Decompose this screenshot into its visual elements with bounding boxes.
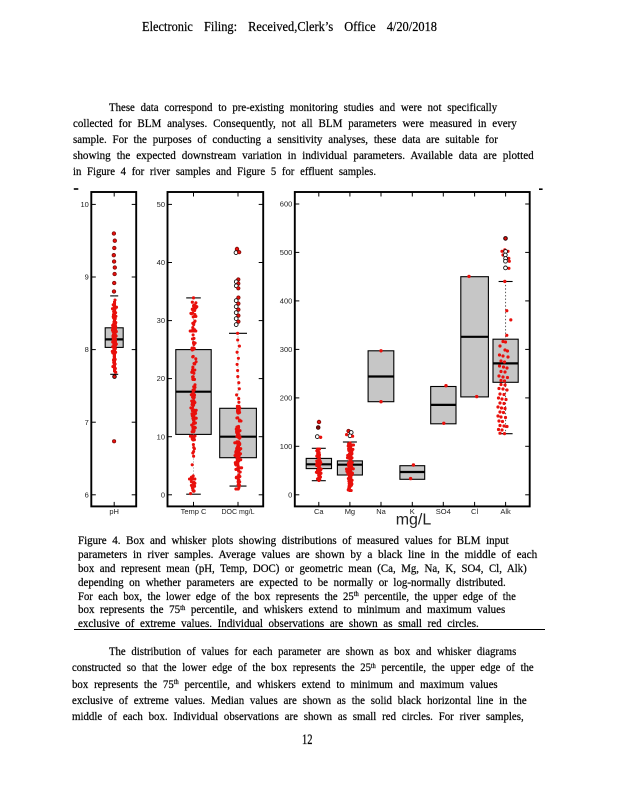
svg-text:Mg: Mg xyxy=(345,507,355,516)
svg-text:400: 400 xyxy=(280,297,293,306)
svg-text:Temp C: Temp C xyxy=(181,507,207,516)
svg-text:8: 8 xyxy=(85,345,89,354)
svg-text:100: 100 xyxy=(280,442,293,451)
svg-text:300: 300 xyxy=(280,345,293,354)
svg-text:10: 10 xyxy=(157,432,165,441)
svg-text:9: 9 xyxy=(85,273,89,282)
svg-text:0: 0 xyxy=(161,490,165,499)
svg-text:pH: pH xyxy=(109,507,119,516)
svg-text:10: 10 xyxy=(80,200,88,209)
svg-text:Cl: Cl xyxy=(471,507,478,516)
svg-text:Ca: Ca xyxy=(314,507,324,516)
svg-text:40: 40 xyxy=(157,258,165,267)
svg-text:SO4: SO4 xyxy=(436,507,451,516)
svg-text:200: 200 xyxy=(280,394,293,403)
svg-text:7: 7 xyxy=(85,418,89,427)
svg-text:50: 50 xyxy=(157,200,165,209)
svg-text:500: 500 xyxy=(280,248,293,257)
svg-text:Na: Na xyxy=(376,507,386,516)
svg-text:DOC mg/L: DOC mg/L xyxy=(221,509,254,516)
svg-text:30: 30 xyxy=(157,316,165,325)
svg-text:mg/L: mg/L xyxy=(396,511,432,528)
svg-text:6: 6 xyxy=(85,490,89,499)
svg-text:0: 0 xyxy=(288,490,292,499)
svg-text:20: 20 xyxy=(157,374,165,383)
svg-text:Alk: Alk xyxy=(500,507,511,516)
svg-text:K: K xyxy=(410,507,415,516)
svg-text:600: 600 xyxy=(280,200,293,209)
